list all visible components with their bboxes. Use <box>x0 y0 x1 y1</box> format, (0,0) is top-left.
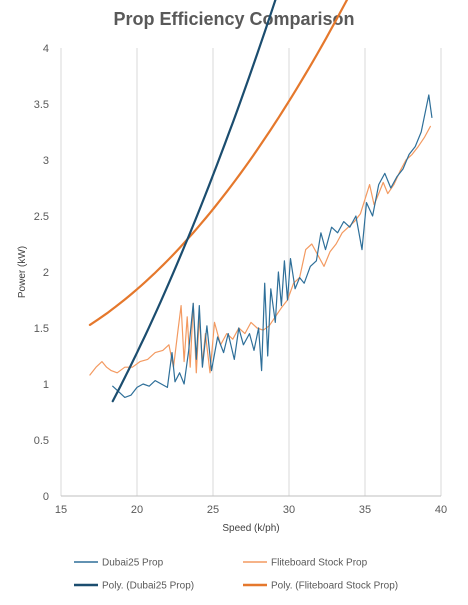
x-axis-label: Speed (k/ph) <box>222 523 279 534</box>
x-tick-label: 40 <box>435 504 447 516</box>
y-tick-label: 3 <box>43 155 49 167</box>
x-tick-label: 20 <box>131 504 143 516</box>
y-tick-label: 4 <box>43 43 49 55</box>
legend-entry: Poly. (Fliteboard Stock Prop) <box>271 581 398 592</box>
legend-entry: Poly. (Dubai25 Prop) <box>102 581 194 592</box>
series-line <box>89 125 431 376</box>
tick-labels: 15 20 25 30 35 40 0 0.5 1 1.5 2 2.5 3 3.5 4 <box>34 43 447 516</box>
x-tick-label: 35 <box>359 504 371 516</box>
x-tick-label: 30 <box>283 504 295 516</box>
y-axis-label: Power (kW) <box>17 246 28 298</box>
chart-title: Prop Efficiency Comparison <box>113 9 354 29</box>
y-tick-label: 2 <box>43 267 49 279</box>
legend-entry: Dubai25 Prop <box>102 558 164 569</box>
y-tick-label: 2.5 <box>34 211 49 223</box>
y-tick-label: 0 <box>43 491 49 503</box>
grid-lines <box>60 48 442 497</box>
y-tick-label: 1 <box>43 379 49 391</box>
series-line <box>112 94 433 398</box>
y-tick-label: 1.5 <box>34 323 49 335</box>
y-tick-label: 3.5 <box>34 99 49 111</box>
plot-area <box>88 0 433 403</box>
y-tick-label: 0.5 <box>34 435 49 447</box>
legend: Dubai25 Prop Fliteboard Stock Prop Poly. (… <box>74 558 398 592</box>
trendline <box>111 0 277 403</box>
x-tick-label: 25 <box>207 504 219 516</box>
trendline <box>88 0 349 326</box>
x-tick-label: 15 <box>55 504 67 516</box>
legend-entry: Fliteboard Stock Prop <box>271 558 368 569</box>
